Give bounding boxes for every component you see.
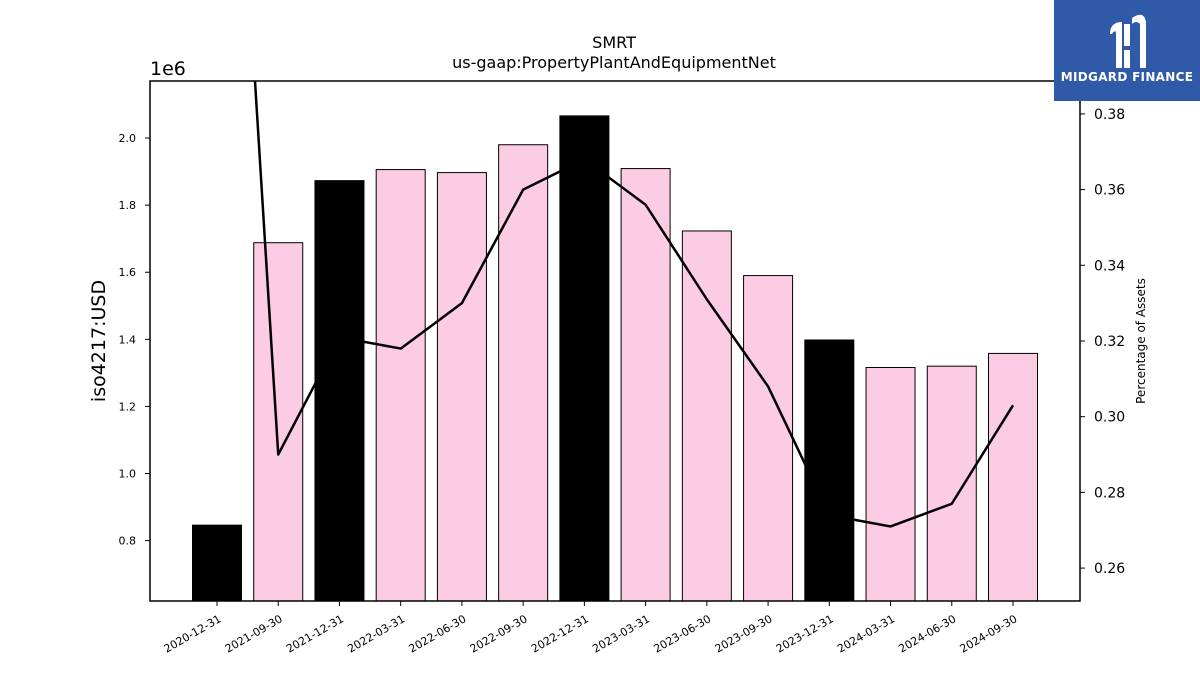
y-tick-label: 1.0 bbox=[119, 468, 137, 481]
y2-tick-label: 0.30 bbox=[1094, 410, 1125, 426]
logo-mark-icon bbox=[1110, 14, 1146, 68]
bar bbox=[436, 172, 487, 602]
logo-text: MIDGARD FINANCE bbox=[1060, 70, 1194, 84]
series-line bbox=[253, 81, 1015, 528]
y-axis-label: iso4217:USD bbox=[88, 280, 110, 402]
bar bbox=[988, 352, 1038, 602]
y2-tick-label: 0.32 bbox=[1094, 334, 1125, 350]
bar bbox=[559, 115, 610, 602]
brand-logo: MIDGARD FINANCE bbox=[1054, 0, 1200, 101]
y-tick-label: 1.2 bbox=[119, 400, 137, 413]
y-tick-label: 0.8 bbox=[119, 535, 137, 548]
chart-subtitle: us-gaap:PropertyPlantAndEquipmentNet bbox=[452, 53, 776, 72]
y2-tick-label: 0.26 bbox=[1094, 561, 1125, 577]
y2-axis-label: Percentage of Assets bbox=[1134, 278, 1148, 404]
y2-tick-label: 0.28 bbox=[1094, 485, 1125, 501]
bar bbox=[743, 275, 794, 602]
x-tick-label: 2021-12-31 bbox=[284, 612, 346, 655]
bar bbox=[681, 230, 732, 602]
x-tick-label: 2023-03-31 bbox=[590, 612, 652, 655]
plot-area: 0.8 1.0 1.2 1.4 1.6 1.8 2.0 0.26 0.28 0.30 0.32 0.3… bbox=[119, 80, 1125, 656]
y2-tick-label: 0.38 bbox=[1094, 107, 1125, 123]
x-tick-label: 2024-06-30 bbox=[896, 612, 958, 655]
x-tick-label: 2024-03-31 bbox=[835, 612, 897, 655]
y-offset-label: 1e6 bbox=[150, 58, 186, 80]
bar bbox=[804, 339, 855, 602]
x-tick-label: 2020-12-31 bbox=[162, 612, 224, 655]
chart-title: SMRT bbox=[592, 33, 636, 52]
bar bbox=[375, 169, 426, 602]
bar bbox=[865, 367, 916, 602]
x-tick-label: 2024-09-30 bbox=[958, 612, 1020, 655]
x-tick-label: 2022-09-30 bbox=[468, 612, 530, 655]
y-tick-label: 1.4 bbox=[119, 333, 137, 346]
x-tick-label: 2022-06-30 bbox=[407, 612, 469, 655]
x-tick-label: 2023-06-30 bbox=[651, 612, 713, 655]
bar bbox=[926, 365, 977, 602]
y2-tick-label: 0.34 bbox=[1094, 258, 1125, 274]
x-tick-label: 2022-12-31 bbox=[529, 612, 591, 655]
x-tick-label: 2023-09-30 bbox=[713, 612, 775, 655]
bar bbox=[498, 144, 549, 602]
y-tick-label: 1.8 bbox=[119, 199, 137, 212]
x-tick-label: 2023-12-31 bbox=[774, 612, 836, 655]
bar bbox=[314, 180, 365, 602]
y2-tick-label: 0.36 bbox=[1094, 183, 1125, 199]
x-tick-label: 2021-09-30 bbox=[223, 612, 285, 655]
y-tick-label: 2.0 bbox=[119, 132, 137, 145]
x-tick-label: 2022-03-31 bbox=[345, 612, 407, 655]
y-tick-label: 1.6 bbox=[119, 266, 137, 279]
bar bbox=[192, 524, 242, 602]
bar bbox=[620, 168, 671, 602]
